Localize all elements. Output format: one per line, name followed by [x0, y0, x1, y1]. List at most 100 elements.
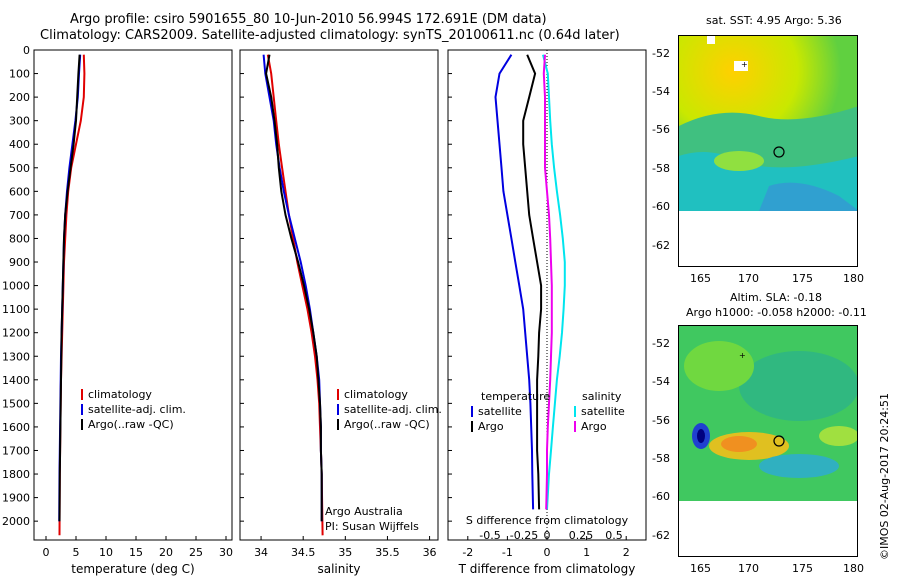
sla-map-ytick: -54 [652, 375, 670, 388]
sst-map-ytick: -52 [652, 47, 670, 60]
sla-map-ytick: -62 [652, 529, 670, 542]
x-axis-label: salinity [317, 562, 360, 576]
y-tick-label: 900 [9, 256, 30, 269]
y-tick-label: 1000 [2, 280, 30, 293]
x-tick-label: 2 [623, 546, 630, 559]
sst-map-ytick: -58 [652, 162, 670, 175]
y-tick-label: 400 [9, 138, 30, 151]
y-tick-label: 0 [23, 44, 30, 57]
y-tick-label: 1100 [2, 303, 30, 316]
y-tick-label: 1200 [2, 327, 30, 340]
sla-map-xtick: 175 [792, 562, 813, 575]
x-tick-label: -1 [502, 546, 513, 559]
x-axis-label: T difference from climatology [458, 562, 636, 576]
y-tick-label: 500 [9, 162, 30, 175]
x-tick-label: 0 [544, 546, 551, 559]
legend-label: Argo [581, 420, 607, 433]
y-tick-label: 200 [9, 91, 30, 104]
legend-label: Argo(..raw -QC) [344, 418, 430, 431]
sst-map-ytick: -54 [652, 85, 670, 98]
series-line [494, 54, 535, 510]
y-tick-label: 2000 [2, 515, 30, 528]
y-tick-label: 800 [9, 232, 30, 245]
x-tick-label: 20 [159, 546, 173, 559]
y-tick-label: 1800 [2, 468, 30, 481]
x-tick-label: 25 [189, 546, 203, 559]
legend-label: climatology [88, 388, 152, 401]
y-tick-label: 1700 [2, 444, 30, 457]
x-tick-label: 35.5 [375, 546, 400, 559]
x-tick-label: 1 [583, 546, 590, 559]
sla-map-ytick: -60 [652, 490, 670, 503]
y-tick-label: 100 [9, 68, 30, 81]
sla-map-ytick: -58 [652, 452, 670, 465]
x-tick-label: 5 [73, 546, 80, 559]
secondary-tick-label: -0.25 [510, 529, 538, 542]
plot-frame [33, 49, 233, 541]
legend-title: salinity [582, 390, 622, 403]
svg-text:+: + [739, 351, 746, 360]
legend-label: Argo(..raw -QC) [88, 418, 174, 431]
series-line [58, 54, 81, 522]
title-line-2: Climatology: CARS2009. Satellite-adjuste… [40, 28, 620, 43]
sla-map-xtick: 170 [738, 562, 759, 575]
secondary-tick-label: 0.5 [605, 529, 623, 542]
series-line [265, 54, 323, 522]
sst-map: + [678, 35, 858, 267]
sst-map-ytick: -56 [652, 123, 670, 136]
profile-charts: 0100200300400500600700800900100011001200… [2, 44, 647, 576]
sst-map-title: sat. SST: 4.95 Argo: 5.36 [706, 14, 842, 27]
sla-map-xtick: 165 [690, 562, 711, 575]
x-tick-label: -2 [462, 546, 473, 559]
sla-map-xtick: 180 [843, 562, 864, 575]
plot-frame [239, 49, 439, 541]
sst-map-xtick: 180 [843, 272, 864, 285]
sst-map-xtick: 170 [738, 272, 759, 285]
legend-label: Argo [478, 420, 504, 433]
series-line [522, 54, 543, 510]
title-line-1: Argo profile: csiro 5901655_80 10-Jun-20… [70, 12, 547, 27]
sla-map-title-2: Argo h1000: -0.058 h2000: -0.11 [686, 306, 867, 319]
x-tick-label: 34 [254, 546, 268, 559]
secondary-axis-label: S difference from climatology [466, 514, 629, 527]
secondary-tick-label: -0.5 [479, 529, 500, 542]
sst-map-ytick: -62 [652, 239, 670, 252]
y-tick-label: 1400 [2, 374, 30, 387]
x-tick-label: 15 [129, 546, 143, 559]
annotation-text: PI: Susan Wijffels [325, 520, 419, 533]
svg-text:+: + [741, 60, 748, 69]
y-tick-label: 600 [9, 185, 30, 198]
y-tick-label: 1500 [2, 397, 30, 410]
x-tick-label: 10 [99, 546, 113, 559]
y-tick-label: 300 [9, 115, 30, 128]
sla-map-ytick: -52 [652, 337, 670, 350]
y-tick-label: 1900 [2, 492, 30, 505]
secondary-tick-label: 0.25 [569, 529, 594, 542]
series-line [542, 54, 566, 510]
x-tick-label: 34.5 [291, 546, 316, 559]
sla-map: + [678, 325, 858, 557]
legend-label: climatology [344, 388, 408, 401]
legend-label: satellite-adj. clim. [344, 403, 442, 416]
sst-map-xtick: 175 [792, 272, 813, 285]
legend-label: satellite [478, 405, 522, 418]
series-line [542, 54, 553, 510]
x-tick-label: 36 [423, 546, 437, 559]
x-tick-label: 30 [219, 546, 233, 559]
secondary-tick-label: 0 [544, 529, 551, 542]
y-tick-label: 1600 [2, 421, 30, 434]
sla-map-title-1: Altim. SLA: -0.18 [730, 291, 823, 304]
sst-map-ytick: -60 [652, 200, 670, 213]
sst-map-xtick: 165 [690, 272, 711, 285]
x-tick-label: 0 [43, 546, 50, 559]
x-tick-label: 35 [338, 546, 352, 559]
y-tick-label: 700 [9, 209, 30, 222]
annotation-text: Argo Australia [325, 505, 403, 518]
legend-label: satellite [581, 405, 625, 418]
credit-text: ©IMOS 02-Aug-2017 20:24:51 [878, 393, 891, 560]
sla-map-ytick: -56 [652, 414, 670, 427]
legend-label: satellite-adj. clim. [88, 403, 186, 416]
legend-title: temperature [481, 390, 550, 403]
y-tick-label: 1300 [2, 350, 30, 363]
x-axis-label: temperature (deg C) [71, 562, 194, 576]
